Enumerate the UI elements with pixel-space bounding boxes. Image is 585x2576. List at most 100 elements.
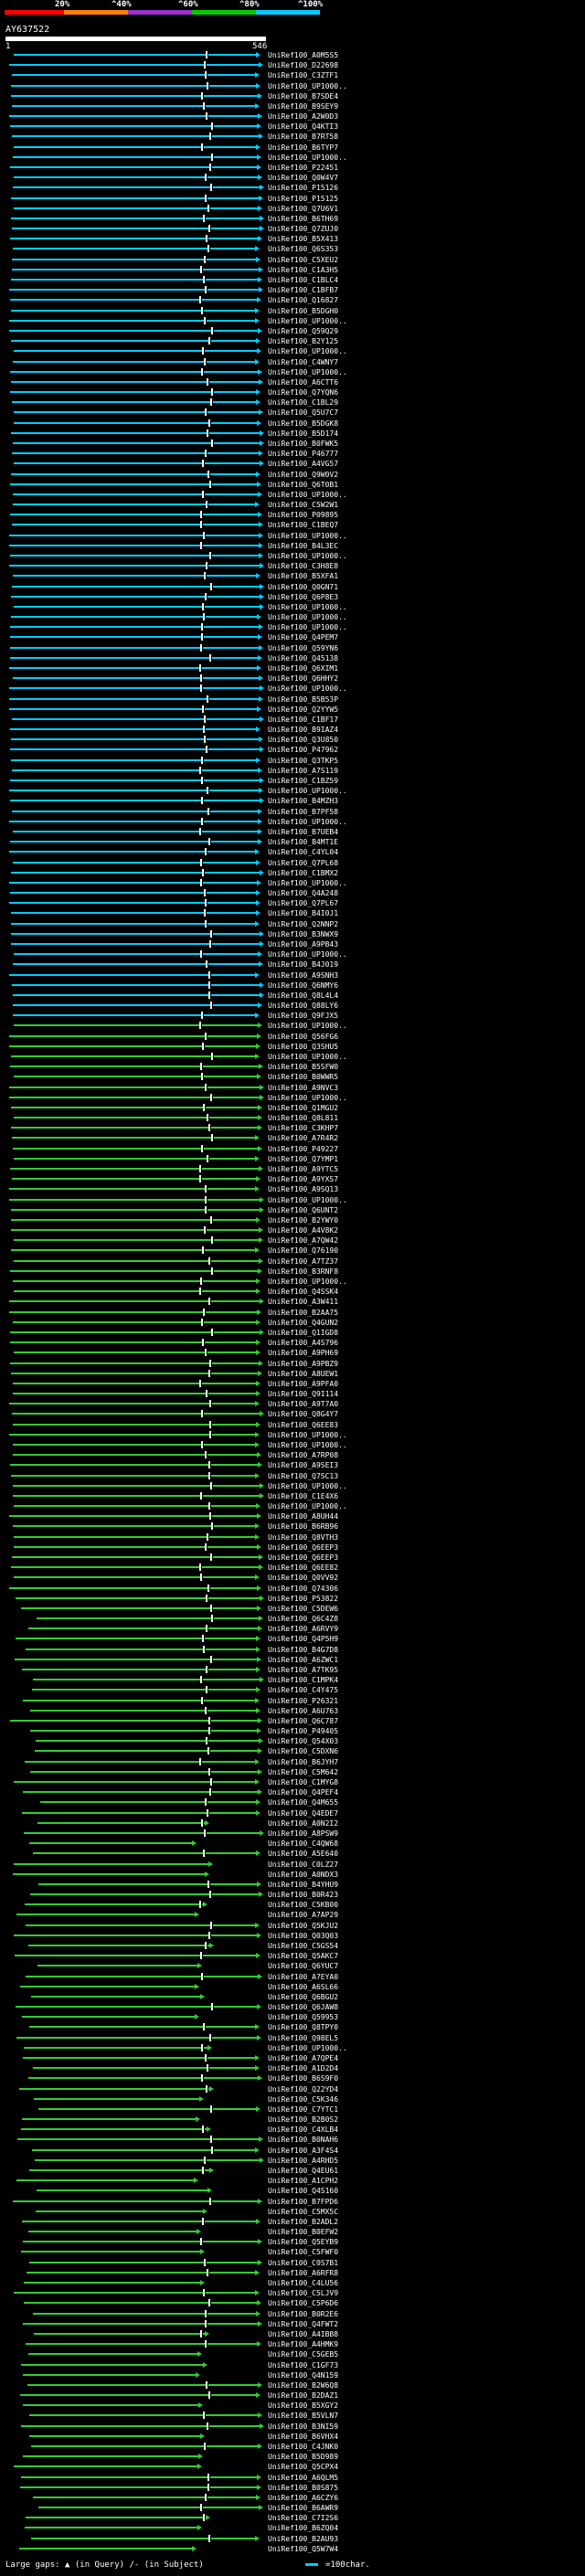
hit-row[interactable]: UniRef100_C5DEW6 (0, 1604, 585, 1613)
hit-row[interactable]: UniRef100_Q2NNP2 (0, 919, 585, 928)
hit-label[interactable]: UniRef100_C1GF73 (268, 2360, 339, 2369)
hit-label[interactable]: UniRef100_C4Y475 (268, 1686, 339, 1695)
hit-row[interactable]: UniRef100_B4YHU9 (0, 1880, 585, 1889)
hit-label[interactable]: UniRef100_C5P6D6 (268, 2299, 339, 2308)
hit-row[interactable]: UniRef100_Q1IGD8 (0, 1328, 585, 1337)
hit-label[interactable]: UniRef100_Q6S353 (268, 245, 339, 254)
hit-label[interactable]: UniRef100_C5M642 (268, 1767, 339, 1776)
hit-label[interactable]: UniRef100_Q6C4Z8 (268, 1615, 339, 1624)
hit-label[interactable]: UniRef100_Q1MGU2 (268, 1103, 339, 1112)
hit-label[interactable]: UniRef100_Q7YQN6 (268, 388, 339, 398)
hit-row[interactable]: UniRef100_A4IBB8 (0, 2329, 585, 2338)
hit-row[interactable]: UniRef100_Q4EDE7 (0, 1808, 585, 1818)
hit-row[interactable]: UniRef100_B5X413 (0, 235, 585, 243)
hit-row[interactable]: UniRef100_C5KB00 (0, 1901, 585, 1909)
hit-label[interactable]: UniRef100_B2B0S2 (268, 2115, 339, 2125)
hit-label[interactable]: UniRef100_A7QPE4 (268, 2054, 339, 2062)
hit-label[interactable]: UniRef100_A6CTT6 (268, 377, 339, 387)
hit-row[interactable]: UniRef100_Q6S353 (0, 245, 585, 253)
hit-label[interactable]: UniRef100_C1BZ59 (268, 777, 339, 786)
hit-label[interactable]: UniRef100_Q7PL67 (268, 899, 339, 908)
hit-label[interactable]: UniRef100_Q4A248 (268, 889, 339, 898)
hit-row[interactable]: UniRef100_UP1000.. (0, 623, 585, 631)
hit-row[interactable]: UniRef100_A9PH69 (0, 1349, 585, 1357)
hit-row[interactable]: UniRef100_Q4FWT2 (0, 2319, 585, 2328)
hit-row[interactable]: UniRef100_UP1000.. (0, 787, 585, 795)
hit-label[interactable]: UniRef100_Q5U7C7 (268, 408, 339, 418)
hit-row[interactable]: UniRef100_B2AA75 (0, 1308, 585, 1317)
hit-label[interactable]: UniRef100_Q4SSK4 (268, 1288, 339, 1297)
hit-row[interactable]: UniRef100_Q0W4V7 (0, 174, 585, 182)
hit-label[interactable]: UniRef100_B5SFW0 (268, 1063, 339, 1072)
hit-row[interactable]: UniRef100_B4J019 (0, 960, 585, 969)
hit-label[interactable]: UniRef100_P26321 (268, 1696, 339, 1705)
hit-row[interactable]: UniRef100_A7TK95 (0, 1666, 585, 1674)
hit-row[interactable]: UniRef100_B2Y125 (0, 337, 585, 345)
hit-row[interactable]: UniRef100_C1E4X6 (0, 1491, 585, 1500)
hit-label[interactable]: UniRef100_B6VHX4 (268, 2432, 339, 2441)
hit-row[interactable]: UniRef100_Q6EE82 (0, 1564, 585, 1572)
hit-row[interactable]: UniRef100_Q16827 (0, 296, 585, 304)
hit-row[interactable]: UniRef100_C4QW68 (0, 1839, 585, 1848)
hit-label[interactable]: UniRef100_Q8VTH3 (268, 1532, 339, 1542)
hit-label[interactable]: UniRef100_UP1000.. (268, 1502, 347, 1511)
hit-row[interactable]: UniRef100_A4HMK9 (0, 2340, 585, 2348)
hit-label[interactable]: UniRef100_B3NI59 (268, 2422, 339, 2431)
hit-row[interactable]: UniRef100_C5W2W1 (0, 501, 585, 509)
hit-label[interactable]: UniRef100_A4IBB8 (268, 2329, 339, 2338)
hit-label[interactable]: UniRef100_B7PF58 (268, 807, 339, 816)
hit-row[interactable]: UniRef100_B2YWY0 (0, 1215, 585, 1224)
hit-label[interactable]: UniRef100_UP1000.. (268, 684, 347, 694)
hit-label[interactable]: UniRef100_C1BMX2 (268, 868, 339, 877)
hit-row[interactable]: UniRef100_Q4SSK4 (0, 1288, 585, 1296)
hit-label[interactable]: UniRef100_C5DEW6 (268, 1604, 339, 1613)
hit-row[interactable]: UniRef100_C1BF17 (0, 715, 585, 724)
hit-row[interactable]: UniRef100_B7PF58 (0, 807, 585, 816)
hit-row[interactable]: UniRef100_B2DAZ1 (0, 2391, 585, 2400)
hit-row[interactable]: UniRef100_D22698 (0, 61, 585, 69)
hit-row[interactable]: UniRef100_UP1000.. (0, 2043, 585, 2052)
hit-label[interactable]: UniRef100_A9SEI3 (268, 1461, 339, 1470)
hit-label[interactable]: UniRef100_B5DGK8 (268, 419, 339, 428)
hit-row[interactable]: UniRef100_B3NWX9 (0, 929, 585, 938)
hit-row[interactable]: UniRef100_C3ZTF1 (0, 71, 585, 80)
hit-label[interactable]: UniRef100_UP1000.. (268, 878, 347, 887)
hit-row[interactable]: UniRef100_B6ZQ04 (0, 2524, 585, 2532)
hit-label[interactable]: UniRef100_Q7ZUJ0 (268, 225, 339, 234)
hit-label[interactable]: UniRef100_A5E640 (268, 1850, 339, 1859)
hit-row[interactable]: UniRef100_Q0VV92 (0, 1574, 585, 1582)
hit-label[interactable]: UniRef100_B0EFW2 (268, 2228, 339, 2237)
hit-label[interactable]: UniRef100_Q54X03 (268, 1737, 339, 1746)
hit-row[interactable]: UniRef100_C4YL04 (0, 848, 585, 856)
hit-label[interactable]: UniRef100_P47962 (268, 746, 339, 755)
hit-label[interactable]: UniRef100_UP1000.. (268, 81, 347, 90)
hit-label[interactable]: UniRef100_C4YL04 (268, 848, 339, 857)
hit-row[interactable]: UniRef100_Q5EYB9 (0, 2238, 585, 2246)
hit-label[interactable]: UniRef100_C0S7B1 (268, 2258, 339, 2267)
hit-row[interactable]: UniRef100_A4S796 (0, 1339, 585, 1347)
hit-label[interactable]: UniRef100_Q8G4Y7 (268, 1410, 339, 1419)
hit-label[interactable]: UniRef100_A7TK95 (268, 1666, 339, 1675)
hit-label[interactable]: UniRef100_B0FWK5 (268, 439, 339, 448)
hit-row[interactable]: UniRef100_UP1000.. (0, 347, 585, 355)
hit-row[interactable]: UniRef100_B5D174 (0, 429, 585, 438)
hit-label[interactable]: UniRef100_Q3SHU5 (268, 1042, 339, 1051)
hit-row[interactable]: UniRef100_C5P6D6 (0, 2299, 585, 2307)
hit-row[interactable]: UniRef100_C5DXN6 (0, 1747, 585, 1755)
hit-row[interactable]: UniRef100_UP1000.. (0, 316, 585, 325)
hit-label[interactable]: UniRef100_Q9I114 (268, 1390, 339, 1399)
hit-row[interactable]: UniRef100_A7TZ37 (0, 1256, 585, 1266)
hit-label[interactable]: UniRef100_Q6XIM1 (268, 664, 339, 673)
hit-row[interactable]: UniRef100_Q2YYW5 (0, 705, 585, 714)
hit-row[interactable]: UniRef100_B9SEY9 (0, 101, 585, 111)
hit-row[interactable]: UniRef100_Q7PL68 (0, 858, 585, 867)
hit-row[interactable]: UniRef100_Q6C4Z8 (0, 1615, 585, 1623)
hit-label[interactable]: UniRef100_UP1000.. (268, 623, 347, 632)
hit-row[interactable]: UniRef100_B0NAH6 (0, 2136, 585, 2144)
hit-label[interactable]: UniRef100_B2AU93 (268, 2534, 339, 2543)
hit-row[interactable]: UniRef100_Q88LY6 (0, 1002, 585, 1010)
hit-row[interactable]: UniRef100_Q6HHY2 (0, 674, 585, 683)
hit-row[interactable]: UniRef100_A6CZY6 (0, 2493, 585, 2502)
hit-label[interactable]: UniRef100_A7R4R2 (268, 1134, 339, 1143)
hit-row[interactable]: UniRef100_B6TH69 (0, 214, 585, 223)
